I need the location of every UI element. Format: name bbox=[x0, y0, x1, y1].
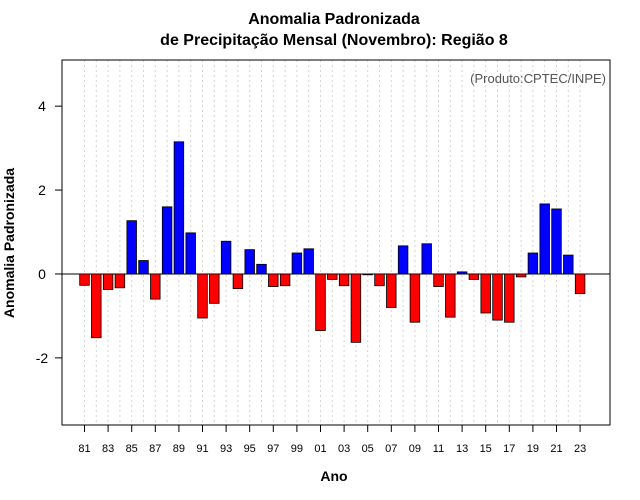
bar-87 bbox=[150, 273, 161, 300]
bar-22 bbox=[563, 254, 574, 275]
x-tick-label: 13 bbox=[456, 443, 468, 455]
x-tick-label: 21 bbox=[550, 443, 562, 455]
bar-86 bbox=[138, 260, 149, 275]
x-tick-label: 81 bbox=[78, 443, 90, 455]
x-tick-label: 01 bbox=[314, 443, 326, 455]
bar-23 bbox=[574, 273, 586, 295]
bar-97 bbox=[268, 273, 279, 287]
x-tick-label: 19 bbox=[527, 443, 539, 455]
bar-21 bbox=[551, 208, 562, 275]
x-tick-label: 85 bbox=[126, 443, 138, 455]
bar-18 bbox=[515, 273, 527, 278]
plot-area-frame bbox=[61, 59, 611, 426]
bar-11 bbox=[433, 273, 444, 287]
bar-98 bbox=[279, 273, 291, 287]
x-axis: 81 83 85 87 89 91 93 95 97 99 01 03 05 07 09 11 13 15 17 19… bbox=[78, 425, 586, 455]
x-tick-label: 83 bbox=[102, 443, 114, 455]
chart-title: Anomalia Padronizada bbox=[248, 11, 420, 28]
bar-09 bbox=[409, 273, 421, 323]
bar-08 bbox=[397, 245, 409, 275]
bar-02 bbox=[327, 273, 338, 280]
x-axis-label: Ano bbox=[320, 468, 347, 484]
x-tick-label: 87 bbox=[149, 443, 161, 455]
bar-85 bbox=[126, 220, 137, 275]
bar-81 bbox=[79, 273, 90, 286]
bar-90 bbox=[185, 232, 196, 275]
x-tick-label: 89 bbox=[173, 443, 185, 455]
grid bbox=[84, 60, 581, 425]
bar-95 bbox=[244, 249, 255, 275]
bar-07 bbox=[386, 273, 397, 308]
bar-14 bbox=[468, 273, 480, 280]
bar-94 bbox=[232, 273, 244, 290]
y-axis-label: Anomalia Padronizada bbox=[1, 168, 17, 318]
y-axis: -2 0 2 4 bbox=[36, 98, 62, 366]
bar-91 bbox=[197, 273, 208, 319]
bar-01 bbox=[315, 273, 326, 332]
bar-82 bbox=[91, 273, 102, 339]
y-tick-label: -2 bbox=[36, 350, 49, 366]
chart-subtitle: de Precipitação Mensal (Novembro): Regiã… bbox=[160, 32, 508, 49]
bars bbox=[79, 141, 586, 343]
bar-13 bbox=[456, 271, 468, 275]
bar-12 bbox=[445, 273, 456, 318]
bar-92 bbox=[209, 273, 220, 304]
x-tick-label: 15 bbox=[480, 443, 492, 455]
bar-19 bbox=[527, 252, 539, 275]
bar-99 bbox=[291, 252, 303, 275]
bar-16 bbox=[492, 273, 503, 321]
bar-20 bbox=[539, 203, 550, 275]
y-tick-label: 0 bbox=[38, 266, 46, 282]
x-tick-label: 95 bbox=[244, 443, 256, 455]
y-tick-label: 4 bbox=[38, 98, 46, 114]
bar-89 bbox=[173, 141, 185, 275]
bar-17 bbox=[504, 273, 515, 323]
x-tick-label: 91 bbox=[196, 443, 208, 455]
bar-00 bbox=[303, 248, 314, 275]
bar-96 bbox=[256, 263, 267, 275]
x-tick-label: 11 bbox=[433, 443, 444, 455]
bar-84 bbox=[114, 273, 126, 289]
credit-label: (Produto:CPTEC/INPE) bbox=[470, 71, 606, 86]
bar-06 bbox=[374, 273, 385, 287]
x-tick-label: 17 bbox=[503, 443, 515, 455]
y-tick-label: 2 bbox=[38, 182, 46, 198]
x-tick-label: 03 bbox=[338, 443, 350, 455]
x-tick-label: 93 bbox=[220, 443, 232, 455]
x-tick-label: 23 bbox=[574, 443, 586, 455]
x-tick-label: 05 bbox=[362, 443, 374, 455]
bar-10 bbox=[421, 243, 432, 275]
x-tick-label: 99 bbox=[291, 443, 303, 455]
x-tick-label: 09 bbox=[409, 443, 421, 455]
bar-83 bbox=[102, 273, 114, 290]
bar-04 bbox=[350, 273, 362, 343]
bar-03 bbox=[338, 273, 350, 287]
bar-88 bbox=[161, 206, 173, 275]
bar-05 bbox=[362, 273, 373, 276]
bar-15 bbox=[480, 273, 491, 314]
x-tick-label: 07 bbox=[385, 443, 397, 455]
x-tick-label: 97 bbox=[267, 443, 279, 455]
bar-93 bbox=[220, 240, 232, 275]
